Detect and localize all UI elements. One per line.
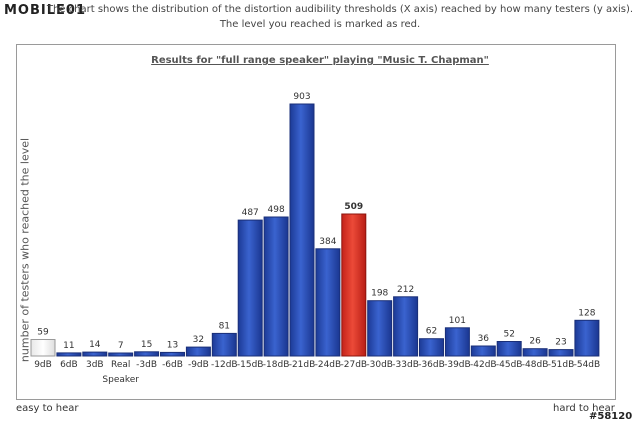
bar--30db	[367, 300, 393, 357]
tick-label: -18dB	[263, 360, 290, 370]
value-label: 62	[426, 327, 437, 337]
value-label: 384	[319, 237, 336, 247]
tick-label: -51dB	[548, 360, 575, 370]
value-label: 36	[478, 334, 490, 344]
value-label: 498	[268, 205, 285, 215]
value-label: 26	[529, 337, 541, 347]
bar-real-speaker	[108, 352, 134, 357]
chart-title: Results for "full range speaker" playing…	[151, 55, 489, 66]
chart-frame	[16, 44, 616, 400]
value-label: 15	[141, 340, 152, 350]
bar--6db	[160, 351, 185, 357]
bar--21db	[289, 103, 315, 357]
value-label: 11	[63, 341, 74, 351]
tick-label: 9dB	[34, 360, 52, 370]
value-label: 81	[219, 321, 230, 331]
bar-3db	[82, 351, 108, 357]
tick-label: -54dB	[574, 360, 601, 370]
bar--12db	[211, 332, 237, 357]
value-label: 59	[37, 328, 49, 338]
bar--9db	[185, 346, 211, 357]
bar-9db	[30, 339, 56, 357]
value-label: 212	[397, 285, 414, 295]
tick-label: 6dB	[60, 360, 78, 370]
bar--27db	[341, 213, 367, 357]
bar--36db	[419, 338, 444, 357]
tick-label: -21dB	[289, 360, 316, 370]
value-label: 7	[118, 341, 124, 351]
site-logo: MOBILE01	[2, 3, 88, 18]
tick-label: -36dB	[418, 360, 445, 370]
watermark: #58120	[588, 411, 634, 422]
tick-label: -39dB	[444, 360, 471, 370]
bar--45db	[496, 341, 522, 357]
easy-to-hear-label: easy to hear	[16, 403, 79, 414]
bar--42db	[470, 345, 496, 357]
tick-label: -6dB	[162, 360, 183, 370]
value-label: 128	[578, 308, 595, 318]
bar--24db	[315, 248, 341, 357]
value-label: 198	[371, 289, 388, 299]
intro-line-2: The level you reached is marked as red.	[219, 19, 421, 30]
bar-6db	[56, 352, 82, 357]
tick-label: -45dB	[496, 360, 523, 370]
tick-label: -27dB	[341, 360, 368, 370]
bar--51db	[548, 349, 574, 357]
bar--39db	[444, 327, 470, 357]
value-label: 23	[555, 338, 566, 348]
hard-to-hear-label: hard to hear	[553, 403, 615, 414]
tick-label: -42dB	[470, 360, 497, 370]
tick-label: Real Speaker	[102, 360, 139, 385]
value-label: 903	[293, 92, 310, 102]
tick-label: -30dB	[366, 360, 393, 370]
value-label: 52	[503, 330, 514, 340]
bar--33db	[393, 296, 419, 357]
value-label: 32	[193, 335, 204, 345]
value-label: 509	[344, 202, 363, 212]
value-label: 101	[449, 316, 466, 326]
tick-label: 3dB	[86, 360, 104, 370]
bar--48db	[522, 348, 548, 357]
value-label: 13	[167, 340, 178, 350]
tick-label: -9dB	[188, 360, 209, 370]
tick-label: -33dB	[392, 360, 419, 370]
bar--54db	[574, 319, 600, 357]
bar--15db	[237, 219, 263, 357]
value-label: 14	[89, 340, 101, 350]
intro-text: The chart shows the distribution of the …	[0, 2, 640, 32]
tick-label: -48dB	[522, 360, 549, 370]
bar--3db	[134, 351, 160, 357]
tick-label: -15dB	[237, 360, 264, 370]
value-label: 487	[242, 208, 259, 218]
tick-label: -12dB	[211, 360, 238, 370]
tick-label: -24dB	[315, 360, 342, 370]
bar--18db	[263, 216, 289, 357]
intro-line-1: The chart shows the distribution of the …	[46, 4, 634, 15]
tick-label: -3dB	[136, 360, 157, 370]
